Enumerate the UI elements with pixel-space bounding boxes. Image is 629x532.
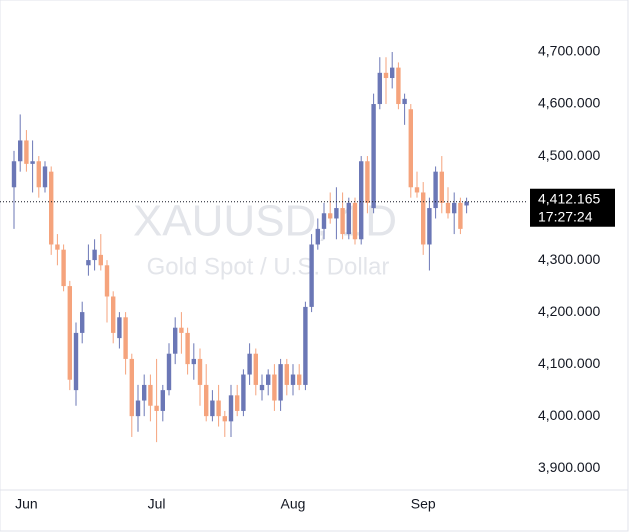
candle-body	[297, 374, 302, 385]
candle-body	[216, 400, 221, 417]
candle-body	[259, 384, 265, 391]
x-tick-label: Jul	[148, 496, 166, 512]
candle-body	[142, 384, 147, 401]
candle-body	[408, 109, 413, 188]
candle-body	[352, 202, 358, 240]
candle-body	[111, 296, 116, 333]
candle-body	[86, 260, 91, 266]
candle-body	[464, 201, 469, 206]
candle-body	[315, 228, 320, 245]
candle-body	[197, 358, 203, 385]
candle-body	[129, 358, 134, 417]
candle-body	[148, 384, 153, 406]
candle-body	[241, 374, 246, 411]
candle-body	[414, 187, 420, 193]
candle-body	[359, 161, 364, 240]
candle-body	[371, 104, 376, 209]
candle-body	[185, 332, 190, 365]
candle-body	[135, 400, 141, 417]
candle-body	[390, 67, 395, 79]
candle-body	[278, 364, 283, 401]
candle-body	[222, 416, 227, 422]
candle-body	[439, 171, 444, 203]
candle-body	[402, 98, 407, 105]
y-tick-label: 4,200.000	[538, 303, 600, 319]
candle-body	[328, 213, 333, 219]
candle-body	[123, 317, 128, 359]
candle-body	[334, 208, 339, 219]
candle-body	[396, 67, 401, 105]
last-price-label: 4,412.165	[538, 190, 600, 206]
candle-body	[340, 208, 345, 235]
y-tick-label: 4,500.000	[538, 147, 600, 163]
candle-body	[204, 384, 209, 417]
candle-body	[30, 161, 35, 164]
candle-body	[191, 358, 196, 365]
candle-body	[61, 249, 66, 287]
candle-body	[18, 140, 23, 162]
watermark-title: XAUUSD, 1D	[133, 197, 397, 246]
candle-body	[433, 171, 438, 209]
x-tick-label: Sep	[411, 496, 436, 512]
candle-body	[427, 208, 432, 245]
candle-body	[42, 166, 48, 188]
candle-body	[290, 374, 296, 385]
candle-body	[179, 327, 184, 333]
candle-body	[73, 332, 79, 391]
candle-body	[228, 395, 234, 422]
candle-body	[166, 353, 172, 391]
y-tick-label: 4,300.000	[538, 251, 600, 267]
candle-body	[104, 265, 110, 297]
candle-body	[49, 171, 54, 245]
candle-body	[303, 306, 308, 385]
candle-body	[117, 317, 122, 339]
candle-body	[11, 161, 17, 188]
y-tick-label: 4,000.000	[538, 407, 600, 423]
candle-body	[92, 249, 97, 261]
candle-body	[321, 213, 327, 229]
countdown-label: 17:27:24	[538, 208, 593, 224]
candle-body	[266, 374, 271, 385]
candle-body	[452, 202, 457, 214]
candle-body	[421, 192, 426, 245]
candle-body	[346, 202, 351, 235]
candle-body	[383, 72, 389, 79]
x-tick-label: Aug	[281, 496, 306, 512]
candle-body	[24, 140, 29, 164]
y-tick-label: 4,700.000	[538, 43, 600, 59]
watermark-subtitle: Gold Spot / U.S. Dollar	[147, 253, 390, 280]
candle-body	[309, 244, 314, 307]
candle-body	[272, 374, 277, 401]
candle-body	[67, 286, 72, 380]
last-price-box	[530, 188, 615, 227]
candle-body	[445, 202, 451, 214]
candle-body	[98, 254, 103, 266]
candle-body	[253, 353, 258, 385]
candle-body	[458, 202, 463, 229]
y-tick-label: 4,100.000	[538, 355, 600, 371]
candle-body	[377, 72, 382, 105]
y-tick-label: 3,900.000	[538, 459, 600, 475]
candle-body	[284, 364, 289, 385]
candle-body	[365, 161, 370, 203]
candle-body	[173, 327, 178, 354]
candle-body	[36, 161, 41, 188]
x-tick-label: Jun	[15, 496, 38, 512]
candle-body	[235, 395, 240, 411]
candle-body	[210, 400, 215, 417]
candle-body	[154, 405, 159, 411]
y-tick-label: 4,600.000	[538, 95, 600, 111]
candle-body	[160, 390, 165, 411]
candle-body	[80, 312, 85, 333]
candle-body	[55, 244, 60, 250]
candle-body	[247, 353, 252, 375]
